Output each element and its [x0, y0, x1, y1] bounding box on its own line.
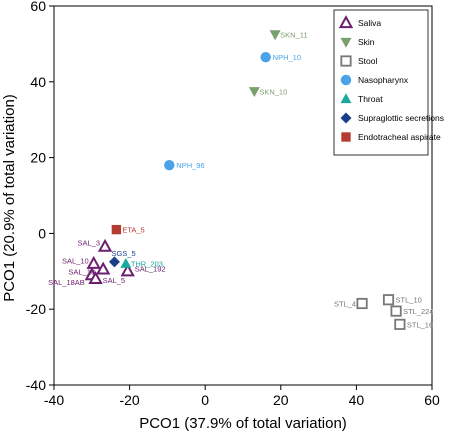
point-saliva: [86, 255, 101, 269]
legend-marker-skin: [340, 37, 352, 48]
point-label-stool: STL_10: [396, 296, 422, 305]
legend-marker-throat: [340, 93, 352, 104]
legend-marker-nasopharynx: [340, 74, 352, 86]
x-tick-label: 0: [201, 392, 209, 408]
x-tick-label: 60: [424, 392, 440, 408]
point-label-nasopharynx: NPH_10: [273, 53, 301, 62]
legend-marker-endotracheal-aspirate: [341, 132, 351, 142]
point-label-throat: THR_203: [131, 260, 163, 269]
point-label-saliva: SAL_192: [135, 264, 166, 273]
y-tick-label: 0: [38, 225, 46, 241]
x-tick-label: -40: [44, 392, 64, 408]
y-tick-label: 20: [30, 150, 46, 166]
point-saliva: [95, 261, 111, 275]
legend-label-skin: Skin: [358, 37, 375, 47]
axes: -40 -20 0 20 40 60 -40 -20 0 20 40 60: [26, 0, 440, 408]
point-label-endotracheal-aspirate: ETA_5: [122, 226, 144, 235]
point-nasopharynx: [260, 51, 271, 63]
point-skin: [248, 87, 260, 98]
y-axis-title: PCO1 (20.9% of total variation): [1, 94, 18, 302]
point-stool: [356, 297, 368, 310]
y-tick-label: 60: [30, 0, 46, 14]
y-tick-label: -40: [26, 377, 46, 393]
point-saliva: [97, 238, 113, 252]
legend-marker-supraglottic-secretions: [340, 112, 352, 124]
legend-label-endotracheal-aspirate: Endotracheal aspirate: [358, 132, 441, 142]
point-saliva: [120, 263, 135, 277]
x-tick-label: 20: [273, 392, 289, 408]
legend-label-supraglottic-secretions: Supraglottic secretions: [358, 113, 444, 123]
point-saliva: [88, 271, 103, 285]
point-label-saliva: SAL_5: [103, 276, 126, 285]
point-stool: [390, 305, 402, 317]
point-label-saliva: SAL_18AB: [48, 278, 85, 287]
x-axis-title: PCO1 (37.9% of total variation): [139, 415, 347, 432]
legend-marker-saliva: [338, 15, 354, 29]
point-label-nasopharynx: NPH_96: [176, 161, 204, 170]
point-stool: [394, 318, 406, 330]
x-tick-label: -20: [119, 392, 139, 408]
legend-label-nasopharynx: Nasopharynx: [358, 75, 409, 85]
point-label-saliva: SAL_18: [68, 267, 95, 276]
point-label-skin: SKN_11: [280, 30, 307, 39]
point-label-supraglottic-secretions: SGS_5: [111, 249, 135, 258]
point-throat: [120, 257, 132, 268]
legend-marker-stool: [340, 55, 352, 67]
legend-label-throat: Throat: [358, 94, 383, 104]
point-endotracheal-aspirate: [111, 224, 122, 235]
point-label-saliva: SAL_3: [77, 239, 100, 248]
point-supraglottic-secretions: [108, 256, 120, 268]
point-label-stool: STL_4: [334, 300, 356, 309]
x-tick-label: 40: [349, 392, 365, 408]
point-label-stool: STL_16: [407, 320, 433, 329]
point-nasopharynx: [164, 159, 175, 171]
point-label-saliva: SAL_10: [62, 257, 89, 266]
legend-label-saliva: Saliva: [358, 18, 381, 28]
plot-frame: [53, 5, 433, 386]
point-label-skin: SKN_10: [259, 87, 287, 96]
legend-label-stool: Stool: [358, 56, 377, 66]
point-skin: [269, 30, 281, 41]
point-label-stool: STL_224: [403, 307, 433, 316]
legend: Saliva Skin Stool Nasopharynx Throat Supraglo…: [333, 9, 444, 156]
y-tick-label: 40: [30, 74, 46, 90]
y-tick-label: -20: [26, 301, 46, 317]
point-stool: [382, 294, 395, 306]
data-points: [84, 30, 406, 330]
